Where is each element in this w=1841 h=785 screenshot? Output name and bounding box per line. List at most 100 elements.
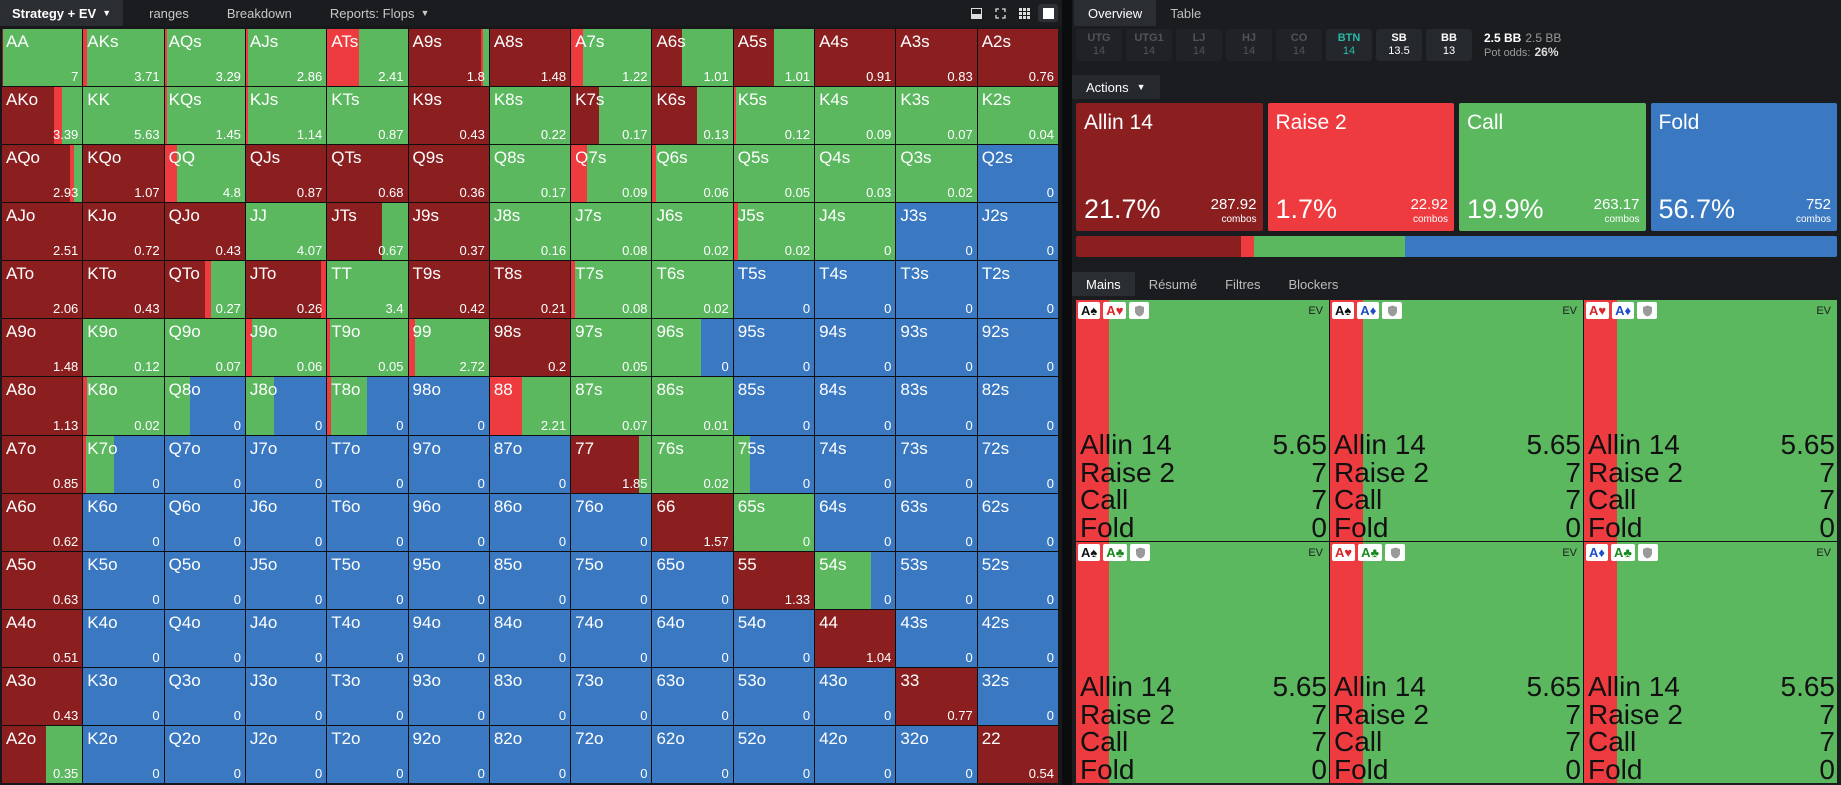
hand-cell-T2o[interactable]: T2o 0 xyxy=(327,725,408,783)
hand-cell-Q2o[interactable]: Q2o 0 xyxy=(164,725,245,783)
hand-cell-T5s[interactable]: T5s 0 xyxy=(733,261,815,319)
hand-cell-98s[interactable]: 98s 0.2 xyxy=(489,319,571,377)
hand-cell-T7o[interactable]: T7o 0 xyxy=(327,435,408,493)
hand-cell-84s[interactable]: 84s 0 xyxy=(815,377,896,435)
hand-cell-94s[interactable]: 94s 0 xyxy=(815,319,896,377)
tab-ranges[interactable]: ranges xyxy=(137,0,201,26)
hand-cell-73s[interactable]: 73s 0 xyxy=(896,435,977,493)
hand-cell-Q3s[interactable]: Q3s 0.02 xyxy=(896,145,977,203)
hand-cell-A8s[interactable]: A8s 1.48 xyxy=(489,29,571,87)
hand-cell-T2s[interactable]: T2s 0 xyxy=(977,261,1058,319)
tab-table[interactable]: Table xyxy=(1156,0,1215,26)
hand-cell-AQo[interactable]: AQo 2.93 xyxy=(2,145,83,203)
hand-cell-KQo[interactable]: KQo 1.07 xyxy=(83,145,164,203)
hand-cell-J7o[interactable]: J7o 0 xyxy=(245,435,327,493)
hand-cell-54s[interactable]: 54s 0 xyxy=(815,551,896,609)
hand-cell-65o[interactable]: 65o 0 xyxy=(652,551,733,609)
hand-cell-97o[interactable]: 97o 0 xyxy=(408,435,489,493)
hand-cell-A5o[interactable]: A5o 0.63 xyxy=(2,551,83,609)
hand-cell-KJs[interactable]: KJs 1.14 xyxy=(245,87,327,145)
hand-cell-T4o[interactable]: T4o 0 xyxy=(327,609,408,667)
hand-cell-J5s[interactable]: J5s 0.02 xyxy=(733,203,815,261)
action-card-fold[interactable]: Fold 56.7% 752 combos xyxy=(1650,103,1837,231)
expand-icon[interactable] xyxy=(990,4,1010,22)
position-btn[interactable]: BTN 14 xyxy=(1326,29,1372,61)
tab-mains[interactable]: Mains xyxy=(1072,272,1135,296)
hand-cell-Q2s[interactable]: Q2s 0 xyxy=(977,145,1058,203)
hand-cell-QJs[interactable]: QJs 0.87 xyxy=(245,145,327,203)
hand-cell-75s[interactable]: 75s 0 xyxy=(733,435,815,493)
hand-cell-52o[interactable]: 52o 0 xyxy=(733,725,815,783)
tab-overview[interactable]: Overview xyxy=(1074,0,1157,26)
hand-cell-J8s[interactable]: J8s 0.16 xyxy=(489,203,571,261)
hand-cell-T9s[interactable]: T9s 0.42 xyxy=(408,261,489,319)
hand-cell-J3s[interactable]: J3s 0 xyxy=(896,203,977,261)
tab-blockers[interactable]: Blockers xyxy=(1275,272,1353,296)
tab-filtres[interactable]: Filtres xyxy=(1211,272,1274,296)
hand-cell-QTs[interactable]: QTs 0.68 xyxy=(327,145,408,203)
hand-cell-66[interactable]: 66 1.57 xyxy=(652,493,733,551)
hand-cell-72o[interactable]: 72o 0 xyxy=(571,725,652,783)
combo-cell[interactable]: A ♥ A ♣ EV Allin 14 5.65 Raise 2 7 Call 7 Fold 0 xyxy=(1330,542,1583,783)
shield-icon[interactable] xyxy=(1637,544,1658,561)
hand-cell-95o[interactable]: 95o 0 xyxy=(408,551,489,609)
hand-cell-76o[interactable]: 76o 0 xyxy=(571,493,652,551)
position-co[interactable]: CO 14 xyxy=(1276,29,1322,61)
hand-cell-T4s[interactable]: T4s 0 xyxy=(815,261,896,319)
hand-cell-32o[interactable]: 32o 0 xyxy=(896,725,977,783)
hand-cell-K8o[interactable]: K8o 0.02 xyxy=(83,377,164,435)
hand-cell-K4s[interactable]: K4s 0.09 xyxy=(815,87,896,145)
hand-cell-A2o[interactable]: A2o 0.35 xyxy=(2,725,83,783)
hand-cell-44[interactable]: 44 1.04 xyxy=(815,609,896,667)
hand-cell-85o[interactable]: 85o 0 xyxy=(489,551,571,609)
hand-cell-KQs[interactable]: KQs 1.45 xyxy=(164,87,245,145)
hand-cell-A2s[interactable]: A2s 0.76 xyxy=(977,29,1058,87)
hand-cell-92o[interactable]: 92o 0 xyxy=(408,725,489,783)
hand-cell-T9o[interactable]: T9o 0.05 xyxy=(327,319,408,377)
hand-cell-63s[interactable]: 63s 0 xyxy=(896,493,977,551)
hand-cell-AQs[interactable]: AQs 3.29 xyxy=(164,29,245,87)
hand-cell-65s[interactable]: 65s 0 xyxy=(733,493,815,551)
hand-cell-J2o[interactable]: J2o 0 xyxy=(245,725,327,783)
hand-cell-K6s[interactable]: K6s 0.13 xyxy=(652,87,733,145)
hand-cell-K5o[interactable]: K5o 0 xyxy=(83,551,164,609)
hand-cell-Q7s[interactable]: Q7s 0.09 xyxy=(571,145,652,203)
hand-cell-Q7o[interactable]: Q7o 0 xyxy=(164,435,245,493)
hand-cell-94o[interactable]: 94o 0 xyxy=(408,609,489,667)
position-utg[interactable]: UTG 14 xyxy=(1076,29,1122,61)
hand-cell-42s[interactable]: 42s 0 xyxy=(977,609,1058,667)
hand-cell-T6s[interactable]: T6s 0.02 xyxy=(652,261,733,319)
hand-cell-T3o[interactable]: T3o 0 xyxy=(327,667,408,725)
hand-cell-A3o[interactable]: A3o 0.43 xyxy=(2,667,83,725)
hand-cell-62o[interactable]: 62o 0 xyxy=(652,725,733,783)
hand-cell-74o[interactable]: 74o 0 xyxy=(571,609,652,667)
hand-cell-95s[interactable]: 95s 0 xyxy=(733,319,815,377)
hand-cell-A9o[interactable]: A9o 1.48 xyxy=(2,319,83,377)
hand-cell-22[interactable]: 22 0.54 xyxy=(977,725,1058,783)
hand-cell-64s[interactable]: 64s 0 xyxy=(815,493,896,551)
hand-cell-QJo[interactable]: QJo 0.43 xyxy=(164,203,245,261)
hand-cell-K9o[interactable]: K9o 0.12 xyxy=(83,319,164,377)
hand-cell-Q8o[interactable]: Q8o 0 xyxy=(164,377,245,435)
hand-cell-Q6o[interactable]: Q6o 0 xyxy=(164,493,245,551)
hand-cell-AJo[interactable]: AJo 2.51 xyxy=(2,203,83,261)
hand-cell-55[interactable]: 55 1.33 xyxy=(733,551,815,609)
square-icon[interactable] xyxy=(1038,4,1058,22)
hand-cell-J9s[interactable]: J9s 0.37 xyxy=(408,203,489,261)
hand-cell-J6s[interactable]: J6s 0.02 xyxy=(652,203,733,261)
hand-cell-43o[interactable]: 43o 0 xyxy=(815,667,896,725)
shield-icon[interactable] xyxy=(1385,544,1406,561)
hand-cell-AKs[interactable]: AKs 3.71 xyxy=(83,29,164,87)
hand-cell-JJ[interactable]: JJ 4.07 xyxy=(245,203,327,261)
hand-cell-J2s[interactable]: J2s 0 xyxy=(977,203,1058,261)
hand-cell-96o[interactable]: 96o 0 xyxy=(408,493,489,551)
hand-cell-T8s[interactable]: T8s 0.21 xyxy=(489,261,571,319)
hand-cell-T6o[interactable]: T6o 0 xyxy=(327,493,408,551)
action-card-call[interactable]: Call 19.9% 263.17 combos xyxy=(1459,103,1646,231)
hand-cell-92s[interactable]: 92s 0 xyxy=(977,319,1058,377)
hand-cell-84o[interactable]: 84o 0 xyxy=(489,609,571,667)
hand-cell-99[interactable]: 99 2.72 xyxy=(408,319,489,377)
hand-cell-82o[interactable]: 82o 0 xyxy=(489,725,571,783)
hand-cell-86s[interactable]: 86s 0.01 xyxy=(652,377,733,435)
hand-cell-87s[interactable]: 87s 0.07 xyxy=(571,377,652,435)
